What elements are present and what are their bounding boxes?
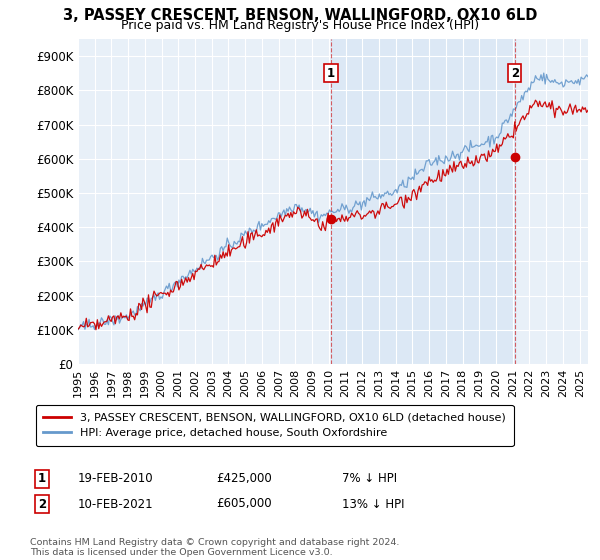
Text: Contains HM Land Registry data © Crown copyright and database right 2024.
This d: Contains HM Land Registry data © Crown c… — [30, 538, 400, 557]
Text: 10-FEB-2021: 10-FEB-2021 — [78, 497, 154, 511]
Text: 13% ↓ HPI: 13% ↓ HPI — [342, 497, 404, 511]
Bar — [331, 39, 515, 364]
Text: 1: 1 — [327, 67, 335, 80]
Text: 3, PASSEY CRESCENT, BENSON, WALLINGFORD, OX10 6LD: 3, PASSEY CRESCENT, BENSON, WALLINGFORD,… — [63, 8, 537, 24]
Legend: 3, PASSEY CRESCENT, BENSON, WALLINGFORD, OX10 6LD (detached house), HPI: Average: 3, PASSEY CRESCENT, BENSON, WALLINGFORD,… — [35, 405, 514, 446]
Text: 7% ↓ HPI: 7% ↓ HPI — [342, 472, 397, 486]
Text: 19-FEB-2010: 19-FEB-2010 — [78, 472, 154, 486]
Text: 1: 1 — [38, 472, 46, 486]
Text: £425,000: £425,000 — [216, 472, 272, 486]
Text: 2: 2 — [38, 497, 46, 511]
Text: £605,000: £605,000 — [216, 497, 272, 511]
Text: 2: 2 — [511, 67, 519, 80]
Text: Price paid vs. HM Land Registry's House Price Index (HPI): Price paid vs. HM Land Registry's House … — [121, 19, 479, 32]
